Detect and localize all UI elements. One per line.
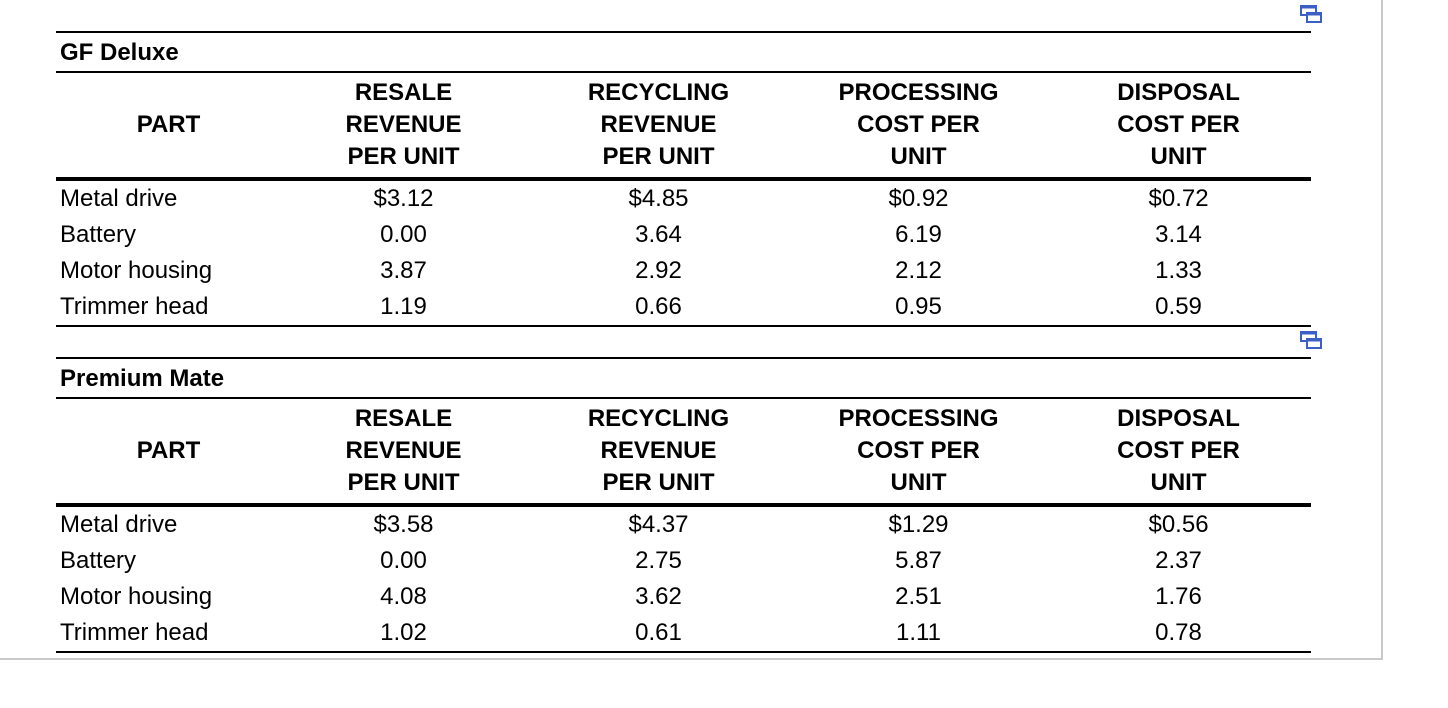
table-row: Metal drive $3.58 $4.37 $1.29 $0.56 bbox=[56, 505, 1311, 543]
part-cell: Motor housing bbox=[60, 257, 213, 284]
disposal-cell: 0.78 bbox=[1046, 615, 1312, 653]
processing-cell: $0.92 bbox=[888, 185, 949, 212]
processing-cell: 6.19 bbox=[895, 221, 942, 248]
processing-cell: 0.95 bbox=[791, 289, 1046, 327]
resale-cell: 0.00 bbox=[380, 547, 427, 574]
resale-cell: 0.00 bbox=[380, 221, 427, 248]
content-frame bbox=[0, 0, 1383, 660]
premium-mate-table-block: Premium Mate PART RESALE REVENUE PER UNI… bbox=[56, 357, 1312, 653]
resale-cell: 3.87 bbox=[380, 257, 427, 284]
part-cell: Trimmer head bbox=[56, 289, 281, 327]
header-part: PART bbox=[56, 398, 281, 507]
header-processing: PROCESSING COST PER UNIT bbox=[791, 398, 1046, 507]
disposal-cell: 1.33 bbox=[1155, 257, 1202, 284]
part-cell: Motor housing bbox=[60, 583, 213, 610]
processing-cell: 1.11 bbox=[791, 615, 1046, 653]
premium-mate-table: Premium Mate PART RESALE REVENUE PER UNI… bbox=[56, 357, 1312, 653]
header-recycling: RECYCLING REVENUE PER UNIT bbox=[526, 398, 791, 507]
recycling-cell: $4.85 bbox=[628, 185, 689, 212]
recycling-cell: 2.75 bbox=[635, 547, 682, 574]
gf-deluxe-table: GF Deluxe PART RESALE REVENUE PER UNIT R… bbox=[56, 31, 1312, 327]
table-row: Trimmer head 1.19 0.66 0.95 0.59 bbox=[56, 289, 1312, 327]
disposal-cell: $0.56 bbox=[1148, 511, 1209, 538]
disposal-cell: 2.37 bbox=[1155, 547, 1202, 574]
resale-cell: $3.12 bbox=[373, 185, 434, 212]
processing-cell: 5.87 bbox=[895, 547, 942, 574]
table-row: Battery 0.00 3.64 6.19 3.14 bbox=[56, 217, 1311, 253]
recycling-cell: 3.62 bbox=[635, 583, 682, 610]
disposal-cell: 3.14 bbox=[1155, 221, 1202, 248]
recycling-cell: 0.61 bbox=[526, 615, 791, 653]
table-row: Trimmer head 1.02 0.61 1.11 0.78 bbox=[56, 615, 1312, 653]
header-processing: PROCESSING COST PER UNIT bbox=[791, 72, 1046, 181]
part-cell: Trimmer head bbox=[56, 615, 281, 653]
table-title: GF Deluxe bbox=[56, 31, 1312, 73]
resale-cell: 1.02 bbox=[281, 615, 526, 653]
recycling-cell: $4.37 bbox=[628, 511, 689, 538]
header-part: PART bbox=[56, 72, 281, 181]
table-row: Motor housing 3.87 2.92 2.12 1.33 bbox=[56, 253, 1311, 289]
resale-cell: 4.08 bbox=[380, 583, 427, 610]
table-row: Motor housing 4.08 3.62 2.51 1.76 bbox=[56, 579, 1311, 615]
processing-cell: 2.51 bbox=[895, 583, 942, 610]
part-cell: Battery bbox=[60, 547, 137, 574]
gf-deluxe-table-block: GF Deluxe PART RESALE REVENUE PER UNIT R… bbox=[56, 31, 1312, 327]
copy-table-icon[interactable] bbox=[1299, 4, 1323, 24]
header-disposal: DISPOSAL COST PER UNIT bbox=[1046, 72, 1312, 181]
recycling-cell: 3.64 bbox=[635, 221, 682, 248]
disposal-cell: 0.59 bbox=[1046, 289, 1312, 327]
table-title: Premium Mate bbox=[56, 357, 1312, 399]
header-disposal: DISPOSAL COST PER UNIT bbox=[1046, 398, 1312, 507]
processing-cell: $1.29 bbox=[888, 511, 949, 538]
header-resale: RESALE REVENUE PER UNIT bbox=[281, 398, 526, 507]
table-row: Battery 0.00 2.75 5.87 2.37 bbox=[56, 543, 1311, 579]
disposal-cell: 1.76 bbox=[1155, 583, 1202, 610]
header-recycling: RECYCLING REVENUE PER UNIT bbox=[526, 72, 791, 181]
part-cell: Battery bbox=[60, 221, 137, 248]
table-row: Metal drive $3.12 $4.85 $0.92 $0.72 bbox=[56, 179, 1311, 217]
resale-cell: 1.19 bbox=[281, 289, 526, 327]
copy-table-icon[interactable] bbox=[1299, 330, 1323, 350]
recycling-cell: 0.66 bbox=[526, 289, 791, 327]
resale-cell: $3.58 bbox=[373, 511, 434, 538]
part-cell: Metal drive bbox=[60, 185, 178, 212]
disposal-cell: $0.72 bbox=[1148, 185, 1209, 212]
header-resale: RESALE REVENUE PER UNIT bbox=[281, 72, 526, 181]
processing-cell: 2.12 bbox=[895, 257, 942, 284]
part-cell: Metal drive bbox=[60, 511, 178, 538]
recycling-cell: 2.92 bbox=[635, 257, 682, 284]
